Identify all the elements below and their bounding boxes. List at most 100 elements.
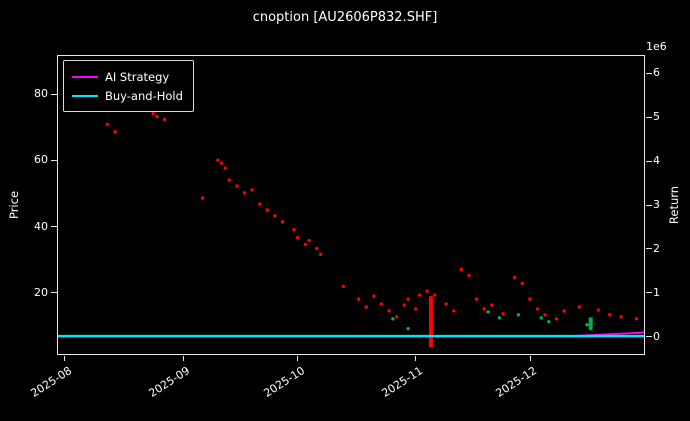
scatter-point bbox=[619, 315, 623, 319]
scatter-point bbox=[250, 188, 254, 192]
date-tick-label: 2025-08 bbox=[28, 364, 74, 400]
scatter-point bbox=[512, 275, 517, 280]
ai-strategy-line-swatch bbox=[72, 75, 98, 78]
scatter-point bbox=[433, 293, 437, 297]
scatter-point bbox=[535, 307, 540, 311]
legend-label-ai-strategy: AI Strategy bbox=[105, 69, 170, 84]
scatter-point bbox=[425, 289, 429, 293]
price-bar bbox=[428, 296, 433, 348]
price-tick-label: 40 bbox=[34, 219, 48, 233]
legend-label-buy-and-hold: Buy-and-Hold bbox=[105, 88, 183, 103]
scatter-point bbox=[113, 130, 117, 134]
scatter-point bbox=[474, 297, 479, 301]
scatter-point bbox=[554, 317, 559, 321]
scatter-point bbox=[497, 316, 502, 320]
return-tick-mark bbox=[646, 292, 652, 294]
return-tick-mark bbox=[646, 336, 652, 338]
return-tick-mark bbox=[646, 116, 652, 118]
scatter-point bbox=[391, 317, 395, 321]
return-tick-label: 3 bbox=[653, 198, 660, 211]
scatter-point bbox=[200, 196, 205, 200]
date-tick-mark bbox=[297, 356, 299, 361]
scatter-point bbox=[547, 320, 551, 324]
scatter-point bbox=[364, 305, 368, 309]
date-tick-label: 2025-09 bbox=[146, 364, 193, 400]
scatter-point bbox=[585, 323, 589, 327]
scatter-point bbox=[501, 312, 505, 316]
return-tick-label: 0 bbox=[653, 329, 660, 343]
scatter-point bbox=[280, 220, 285, 224]
legend-item-buy-and-hold: Buy-and-Hold bbox=[72, 86, 183, 105]
return-tick-label: 5 bbox=[653, 110, 660, 124]
scatter-point bbox=[303, 242, 308, 247]
return-tick-mark bbox=[646, 72, 652, 74]
legend-item-ai-strategy: AI Strategy bbox=[72, 67, 183, 86]
scatter-point bbox=[105, 122, 110, 127]
scatter-point bbox=[387, 309, 391, 313]
scatter-point bbox=[520, 281, 524, 285]
scatter-point bbox=[242, 191, 247, 195]
scatter-point bbox=[634, 317, 639, 321]
scatter-point bbox=[467, 273, 471, 278]
scatter-point bbox=[356, 297, 361, 301]
scatter-point bbox=[315, 246, 319, 251]
scatter-point bbox=[413, 307, 418, 311]
scatter-point bbox=[588, 326, 593, 331]
scatter-point bbox=[543, 313, 547, 317]
price-tick-label: 60 bbox=[34, 153, 48, 167]
scatter-point bbox=[486, 310, 490, 314]
price-tick-mark bbox=[51, 226, 57, 228]
scatter-point bbox=[219, 161, 224, 165]
price-tick-mark bbox=[51, 93, 57, 95]
scatter-point bbox=[452, 309, 456, 313]
date-tick-label: 2025-10 bbox=[260, 364, 307, 400]
date-tick-label: 2025-11 bbox=[379, 364, 425, 400]
plot-area: AI Strategy Buy-and-Hold bbox=[57, 55, 645, 355]
scatter-point bbox=[235, 184, 239, 188]
scatter-point bbox=[155, 114, 159, 119]
scatter-point bbox=[577, 305, 582, 309]
price-tick-label: 80 bbox=[34, 87, 48, 101]
scatter-point bbox=[596, 308, 601, 312]
scatter-point bbox=[307, 238, 311, 243]
date-tick-mark bbox=[529, 356, 531, 361]
scatter-point bbox=[608, 313, 612, 317]
price-tick-mark bbox=[51, 292, 57, 294]
return-tick-mark bbox=[646, 248, 652, 250]
scatter-point bbox=[402, 303, 407, 307]
price-tick-mark bbox=[51, 159, 57, 161]
scatter-point bbox=[406, 326, 410, 331]
chart-canvas bbox=[58, 111, 644, 348]
date-tick-label: 2025-12 bbox=[493, 364, 540, 400]
date-tick-mark bbox=[415, 356, 417, 361]
scatter-point bbox=[273, 214, 277, 218]
scatter-point bbox=[406, 297, 410, 301]
scatter-point bbox=[482, 307, 486, 311]
price-bar bbox=[588, 317, 593, 330]
return-tick-label: 2 bbox=[653, 241, 660, 255]
scatter-point bbox=[372, 294, 376, 298]
scatter-point bbox=[444, 302, 448, 306]
scatter-point bbox=[417, 293, 422, 297]
scatter-point bbox=[528, 297, 532, 301]
buy-and-hold-line-swatch bbox=[72, 94, 98, 97]
scatter-point bbox=[223, 166, 228, 170]
return-tick-label: 1 bbox=[653, 285, 660, 299]
scatter-point bbox=[216, 158, 220, 162]
scatter-point bbox=[562, 309, 566, 313]
scatter-point bbox=[318, 252, 323, 257]
date-tick-mark bbox=[64, 356, 66, 361]
scatter-point bbox=[265, 208, 269, 212]
scatter-point bbox=[459, 267, 464, 272]
scatter-point bbox=[151, 111, 155, 116]
scatter-point bbox=[394, 315, 399, 319]
scatter-point bbox=[539, 316, 543, 320]
scatter-point bbox=[227, 178, 231, 182]
date-tick-mark bbox=[182, 356, 184, 361]
scatter-point bbox=[295, 235, 300, 240]
return-tick-label: 4 bbox=[653, 154, 660, 167]
scatter-point bbox=[341, 284, 346, 288]
return-tick-mark bbox=[646, 160, 652, 162]
scatter-point bbox=[162, 117, 167, 122]
